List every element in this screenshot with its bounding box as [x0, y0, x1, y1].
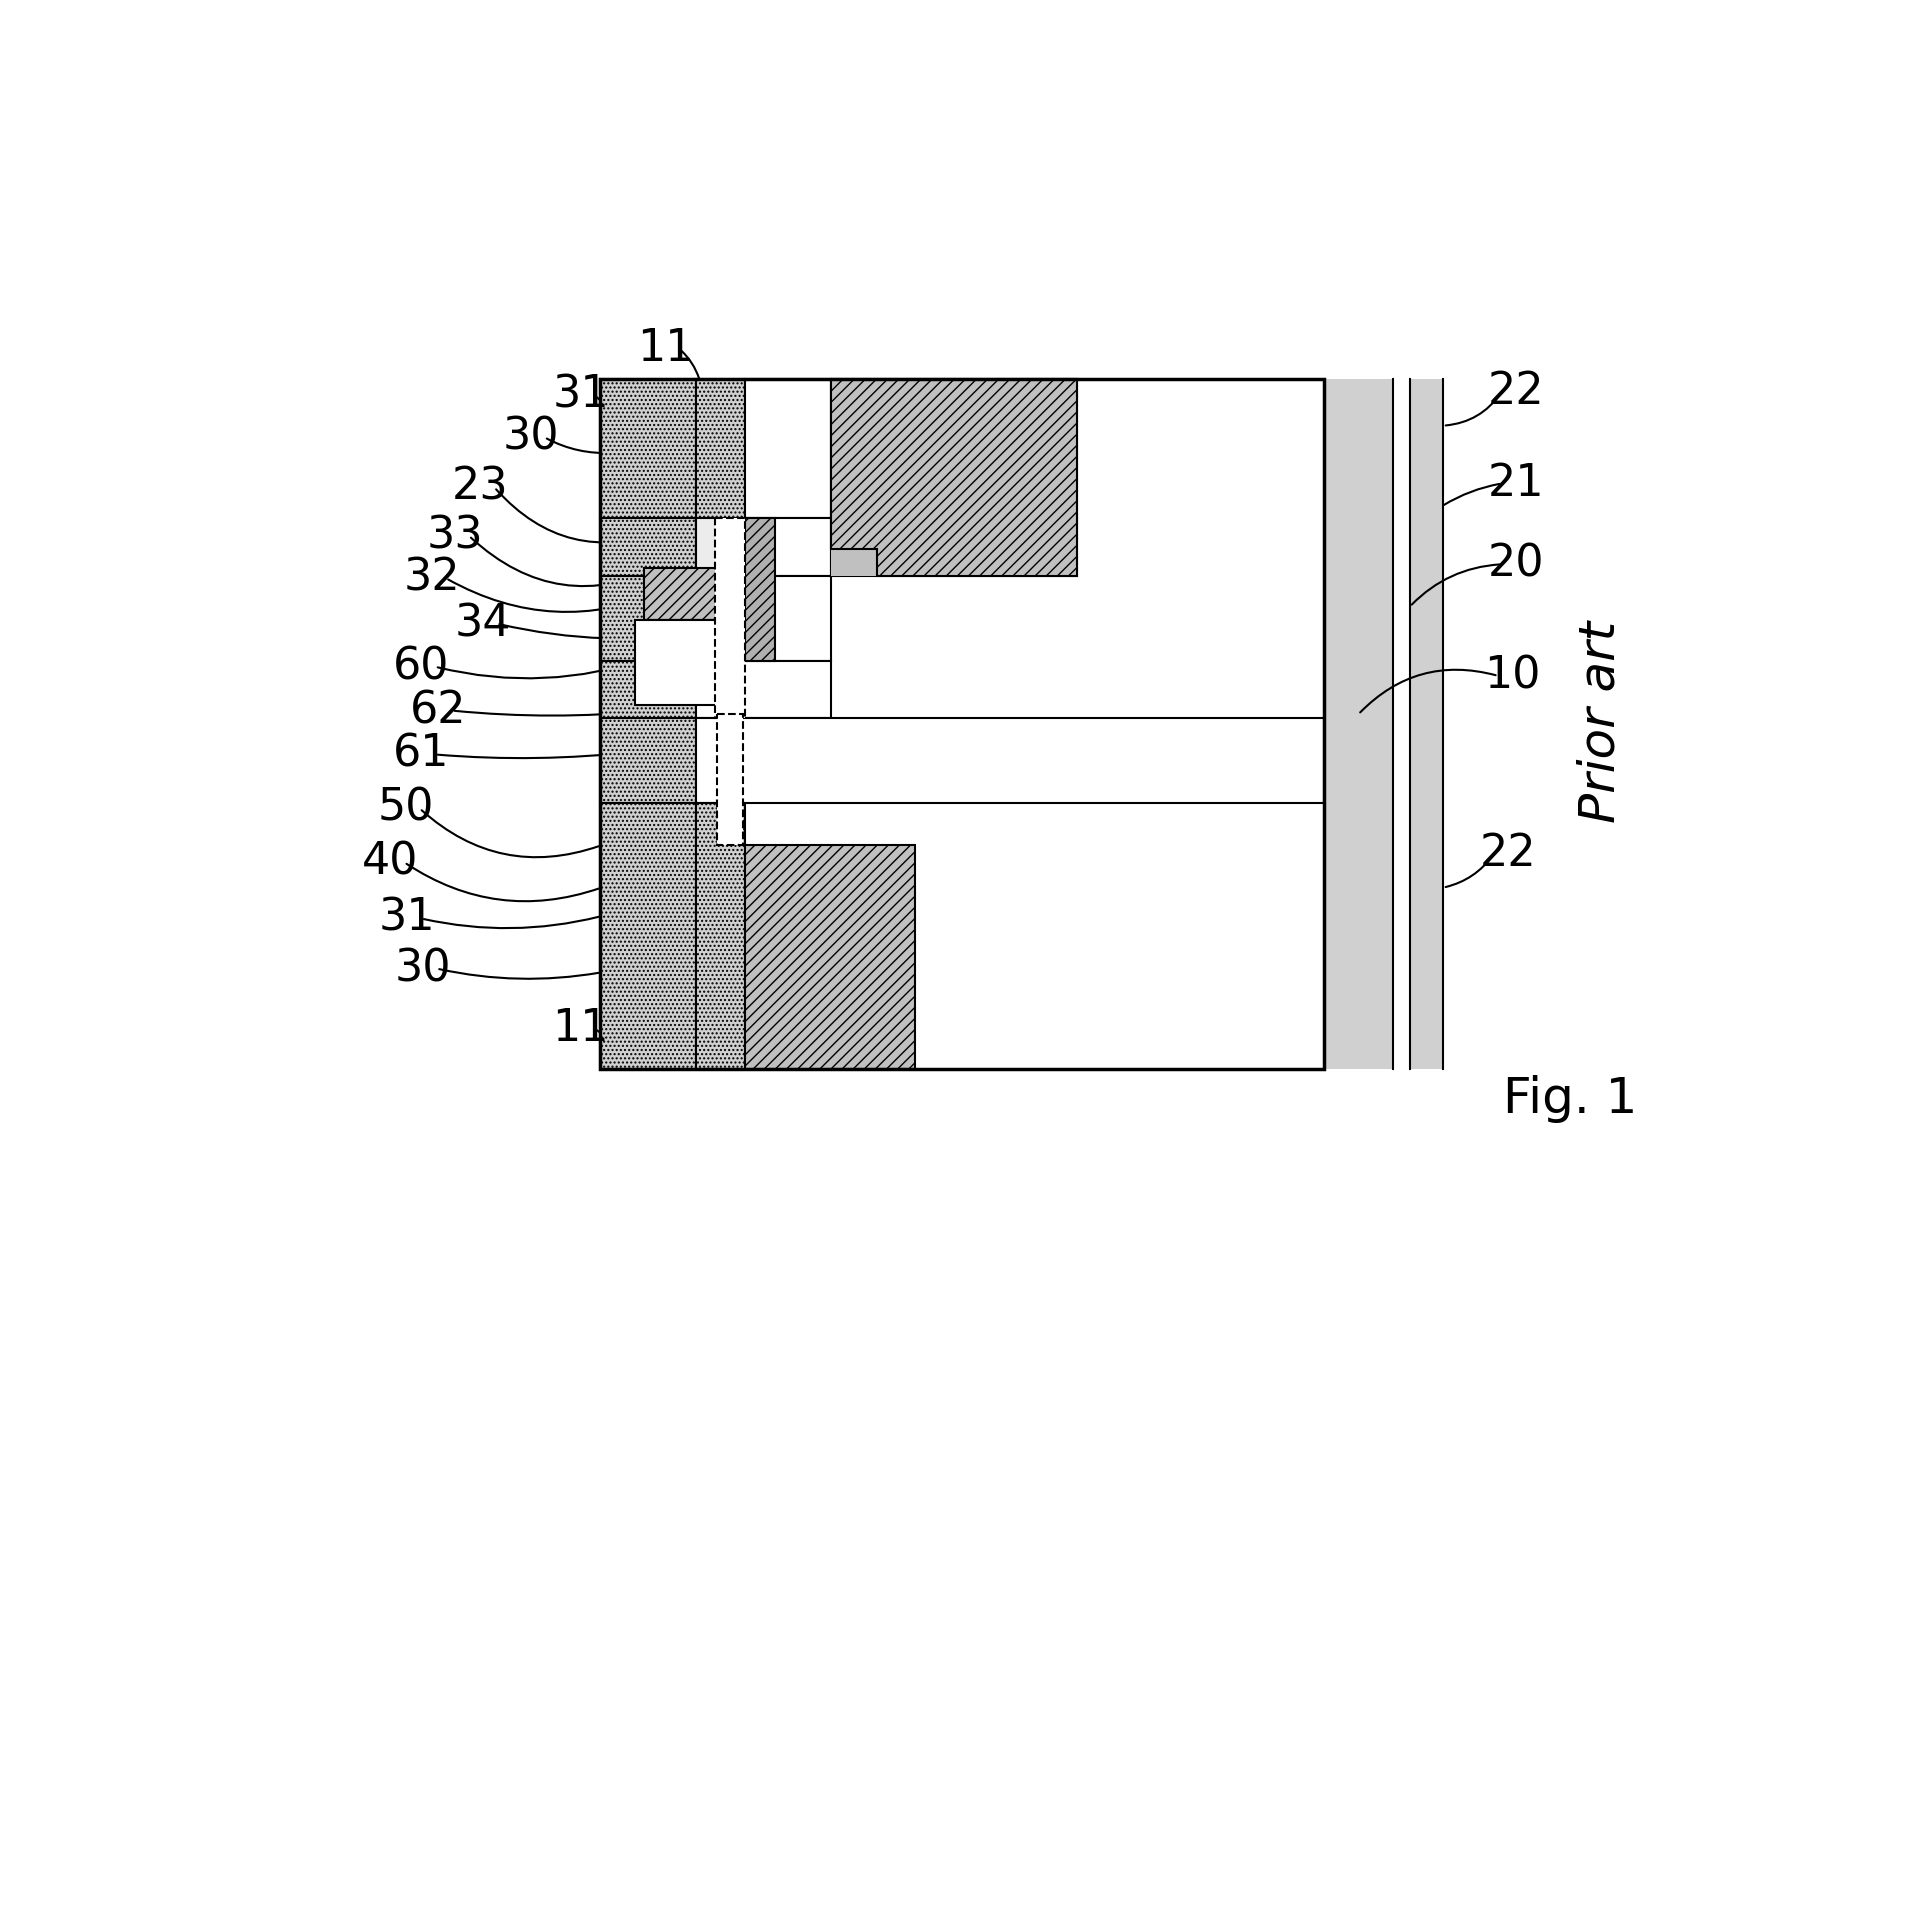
Text: 50: 50 [377, 787, 433, 829]
Text: 23: 23 [453, 466, 508, 508]
Text: 40: 40 [362, 841, 418, 883]
Text: 34: 34 [455, 602, 510, 646]
Bar [695, 803, 745, 1068]
Bar [695, 719, 1323, 803]
Bar [695, 518, 718, 661]
Text: Prior art: Prior art [1577, 621, 1626, 824]
Text: 30: 30 [503, 417, 559, 459]
Text: 22: 22 [1479, 831, 1537, 875]
Bar [695, 380, 745, 575]
Bar [745, 845, 915, 1068]
Bar [1410, 380, 1443, 1068]
Text: 31: 31 [553, 373, 609, 417]
Text: 11: 11 [553, 1007, 609, 1049]
Bar [830, 518, 1077, 575]
Bar [636, 621, 716, 705]
Bar [695, 518, 830, 575]
Bar [745, 380, 830, 518]
Bar [645, 568, 726, 621]
Bar [1077, 380, 1323, 1068]
Bar [830, 380, 1077, 518]
Text: 61: 61 [393, 734, 449, 776]
Bar [716, 715, 743, 845]
Bar [715, 518, 745, 719]
Polygon shape [830, 380, 1077, 575]
Text: 31: 31 [379, 896, 435, 940]
Bar [1323, 380, 1392, 1068]
Bar [1392, 380, 1410, 1068]
Text: 62: 62 [410, 690, 466, 732]
Text: 30: 30 [395, 948, 451, 990]
Bar [599, 661, 695, 719]
Bar [599, 575, 695, 661]
Text: 10: 10 [1483, 654, 1541, 698]
Bar [599, 380, 695, 518]
Bar [599, 518, 695, 575]
Text: 32: 32 [404, 556, 460, 600]
Text: 33: 33 [428, 514, 483, 558]
Bar [695, 661, 830, 719]
Text: Fig. 1: Fig. 1 [1502, 1076, 1637, 1124]
Text: 60: 60 [393, 646, 449, 688]
Text: 21: 21 [1487, 462, 1545, 505]
Bar [599, 719, 695, 803]
Bar [599, 803, 695, 1068]
Bar [830, 380, 1077, 575]
Bar [599, 380, 1323, 1068]
Bar [915, 803, 1323, 1068]
Bar [745, 518, 776, 661]
Bar [695, 575, 830, 661]
Bar [645, 621, 715, 665]
Text: 22: 22 [1487, 369, 1545, 413]
Text: 11: 11 [638, 327, 693, 371]
Bar [599, 380, 1323, 1068]
Text: 20: 20 [1487, 543, 1545, 587]
